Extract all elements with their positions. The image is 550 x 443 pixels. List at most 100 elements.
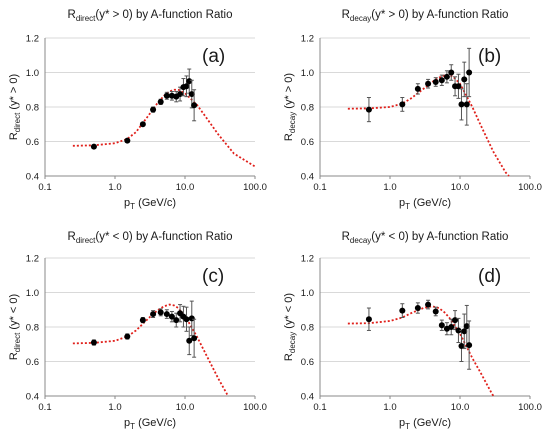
panel-label: (d) [478,266,501,287]
fit-curve [347,74,510,177]
x-axis-label-main: p [124,197,130,209]
x-axis-label-sub: T [405,422,410,431]
x-axis-label: pT (GeV/c) [124,417,176,431]
data-point [168,313,175,320]
chart-title-rest: (y* < 0) by A-function Ratio [95,231,232,243]
chart-title: Rdecay(y* < 0) by A-function Ratio [342,231,509,245]
data-point [414,85,421,92]
y-axis-label-main: R [283,353,295,361]
panel-b: 0.40.60.81.01.20.1 1.0 10.0 100.0Rdecay(y* … [283,9,542,211]
y-tick-label: 1.0 [26,288,39,299]
data-point [163,92,170,99]
chart-title-rest: (y* > 0) by A-function Ratio [95,9,232,21]
data-point [124,333,131,340]
x-tick-label: 0.1 [38,182,51,193]
data-point [124,137,131,144]
panel-c: 0.40.60.81.01.20.1 1.0 10.0 100.0Rdirect(y*… [8,231,267,431]
y-tick-label: 0.4 [26,172,39,183]
fit-curve [72,88,256,168]
data-point [438,322,445,329]
y-tick-label: 0.6 [26,137,39,148]
y-tick-label: 1.2 [301,34,314,45]
data-point [438,77,445,84]
panel-label: (b) [478,46,501,67]
panel-d: 0.40.60.81.01.20.1 1.0 10.0 100.0Rdecay(y* … [283,231,542,431]
y-axis-label-rest: (y* > 0) [283,73,295,112]
x-tick-label: 0.1 [313,402,326,413]
y-tick-label: 0.8 [26,323,39,334]
x-tick-label: 100.0 [518,182,542,193]
x-tick-label: 10.0 [176,402,195,413]
x-tick-label: 100.0 [243,182,267,193]
y-tick-label: 0.6 [301,357,314,368]
data-point [463,323,470,330]
chart-title-sub: decay [350,14,371,23]
panel-label: (c) [202,266,224,287]
chart-title-main: R [342,231,350,243]
data-point [448,69,455,76]
x-tick-label: 10.0 [451,182,470,193]
data-point [432,78,439,85]
data-point [432,308,439,315]
y-tick-label: 1.0 [26,68,39,79]
chart-title-rest: (y* > 0) by A-function Ratio [371,9,508,21]
y-axis-label: Rdecay (y* < 0) [283,293,297,361]
data-point [157,309,164,316]
data-point [448,324,455,330]
y-axis-label-rest: (y* > 0) [8,74,20,113]
x-tick-label: 1.0 [383,402,396,413]
y-tick-label: 0.6 [26,357,39,368]
data-point [163,311,170,318]
data-point [191,102,198,109]
x-axis-label: pT (GeV/c) [399,417,451,431]
y-tick-label: 1.2 [301,254,314,265]
data-point [461,328,468,335]
y-axis-label-sub: direct [13,112,22,132]
data-point [188,315,195,322]
y-tick-label: 0.4 [26,392,39,403]
data-point [425,80,432,87]
data-point [90,143,97,150]
data-point [455,327,462,334]
chart-title-rest: (y* < 0) by A-function Ratio [371,231,508,243]
data-point [399,101,406,108]
data-point [173,317,180,324]
data-point [157,98,164,105]
x-tick-label: 1.0 [383,182,396,193]
data-point [443,73,450,80]
x-axis-label: pT (GeV/c) [399,197,451,211]
y-tick-label: 0.8 [301,323,314,334]
data-point [458,342,465,349]
y-axis-label-sub: decay [288,112,297,133]
y-axis-label-rest: (y* < 0) [283,293,295,332]
data-point [90,339,97,346]
x-axis-label-sub: T [130,202,135,211]
data-point [191,335,198,342]
y-axis-label-main: R [8,132,20,140]
data-point [183,83,190,90]
y-axis-label-main: R [8,352,20,360]
x-axis-label-rest: (GeV/c) [135,197,176,209]
data-point [466,342,473,349]
data-point [461,76,468,83]
y-axis-label-rest: (y* < 0) [8,294,20,333]
data-point [414,305,421,312]
x-axis-label: pT (GeV/c) [124,197,176,211]
x-axis-label-rest: (GeV/c) [410,417,451,429]
x-tick-label: 10.0 [176,182,195,193]
y-tick-label: 0.6 [301,137,314,148]
data-point [188,91,195,98]
x-axis-label-sub: T [130,422,135,431]
data-point [139,317,146,324]
data-point [455,83,462,90]
chart-title-main: R [68,9,76,21]
data-point [183,316,190,323]
chart-title: Rdirect(y* > 0) by A-function Ratio [68,9,233,23]
chart-title: Rdirect(y* < 0) by A-function Ratio [68,231,233,245]
data-point [425,301,432,308]
fit-curve [72,303,230,397]
y-tick-label: 0.4 [301,172,314,183]
y-tick-label: 0.8 [301,103,314,114]
x-tick-label: 1.0 [108,402,121,413]
chart-title: Rdecay(y* > 0) by A-function Ratio [342,9,509,23]
